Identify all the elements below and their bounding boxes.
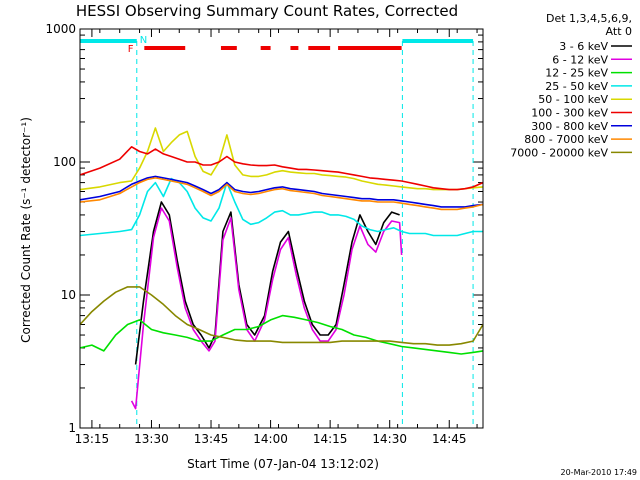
y-axis-label: Corrected Count Rate (s⁻¹ detector⁻¹) bbox=[19, 117, 33, 343]
y-axis-ticks: 1 10 100 1000 bbox=[45, 22, 483, 435]
night-start-label: N bbox=[140, 35, 147, 46]
legend-entry-label: 12 - 25 keV bbox=[545, 67, 608, 80]
series-line-3 bbox=[79, 177, 483, 237]
series-lines bbox=[79, 127, 484, 410]
legend-entry-label: 3 - 6 keV bbox=[559, 40, 608, 53]
legend-header-line: Det 1,3,4,5,6,9, bbox=[546, 12, 632, 25]
series-line-0 bbox=[134, 201, 400, 365]
legend-entry-label: 50 - 100 keV bbox=[538, 93, 608, 106]
series-line-2 bbox=[79, 314, 484, 355]
x-axis-label: Start Time (07-Jan-04 13:12:02) bbox=[187, 457, 379, 471]
legend-entry-label: 300 - 800 keV bbox=[531, 120, 608, 133]
series-line-4 bbox=[79, 127, 484, 191]
y-tick-label: 1000 bbox=[45, 22, 76, 36]
series-line-6 bbox=[79, 175, 484, 208]
series-line-8 bbox=[79, 286, 484, 346]
x-tick-label: 13:45 bbox=[194, 432, 229, 446]
date-stamp: 20-Mar-2010 17:49 bbox=[561, 468, 638, 477]
series-line-7 bbox=[79, 177, 484, 211]
legend-entry-label: 25 - 50 keV bbox=[545, 80, 608, 93]
x-tick-label: 14:15 bbox=[313, 432, 348, 446]
legend-entry-label: 6 - 12 keV bbox=[552, 53, 608, 66]
y-tick-label: 10 bbox=[61, 288, 76, 302]
series-line-5 bbox=[79, 146, 484, 191]
x-tick-label: 14:30 bbox=[372, 432, 407, 446]
flare-label: F bbox=[128, 44, 134, 55]
legend-entry-label: 100 - 300 keV bbox=[531, 107, 608, 120]
chart-title: HESSI Observing Summary Count Rates, Cor… bbox=[76, 2, 458, 20]
eclipse-flare-annotations: NF bbox=[80, 35, 474, 428]
y-tick-label: 1 bbox=[68, 421, 76, 435]
legend-entry-label: 7000 - 20000 keV bbox=[510, 146, 608, 159]
x-tick-label: 13:30 bbox=[134, 432, 169, 446]
x-tick-label: 14:45 bbox=[432, 432, 467, 446]
plot-frame bbox=[79, 28, 484, 429]
legend-entry-label: 800 - 7000 keV bbox=[524, 133, 608, 146]
y-tick-label: 100 bbox=[53, 155, 76, 169]
x-tick-label: 14:00 bbox=[253, 432, 288, 446]
x-axis-ticks: 13:15 13:30 13:45 14:00 14:15 14:30 14:45 bbox=[75, 29, 478, 446]
legend-header-line: Att 0 bbox=[606, 25, 632, 38]
series-line-1 bbox=[130, 207, 403, 410]
x-tick-label: 13:15 bbox=[75, 432, 110, 446]
